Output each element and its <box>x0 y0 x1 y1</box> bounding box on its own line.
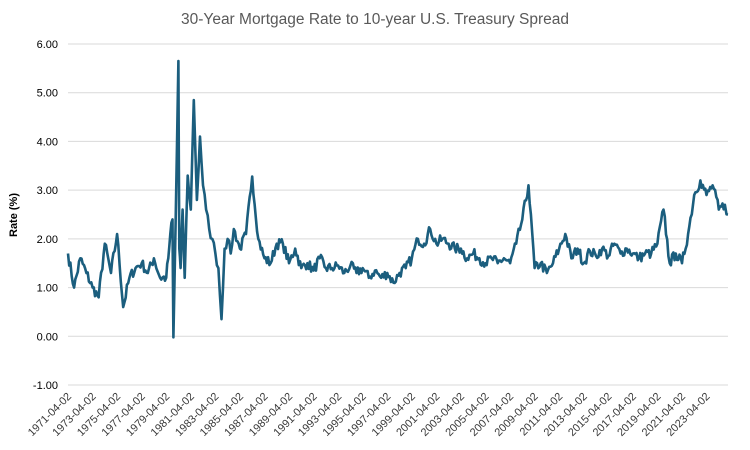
y-tick-label: -1.00 <box>33 380 58 392</box>
y-tick-label: 6.00 <box>37 39 58 51</box>
series-layer <box>66 59 729 339</box>
y-tick-label: 1.00 <box>37 283 58 295</box>
x-axis-ticks: 1971-04-021973-04-021975-04-021977-04-02… <box>26 391 713 439</box>
y-tick-label: 4.00 <box>37 136 58 148</box>
chart-title: 30-Year Mortgage Rate to 10-year U.S. Tr… <box>181 11 569 28</box>
y-tick-label: 3.00 <box>37 185 58 197</box>
series-line <box>66 59 729 339</box>
y-axis-ticks: 6.00 5.00 4.00 3.00 2.00 1.00 0.00 -1.00 <box>33 39 58 392</box>
y-tick-label: 0.00 <box>37 331 58 343</box>
y-axis-label: Rate (%) <box>8 193 20 237</box>
gridlines <box>68 43 728 386</box>
y-tick-label: 2.00 <box>37 234 58 246</box>
y-tick-label: 5.00 <box>37 88 58 100</box>
